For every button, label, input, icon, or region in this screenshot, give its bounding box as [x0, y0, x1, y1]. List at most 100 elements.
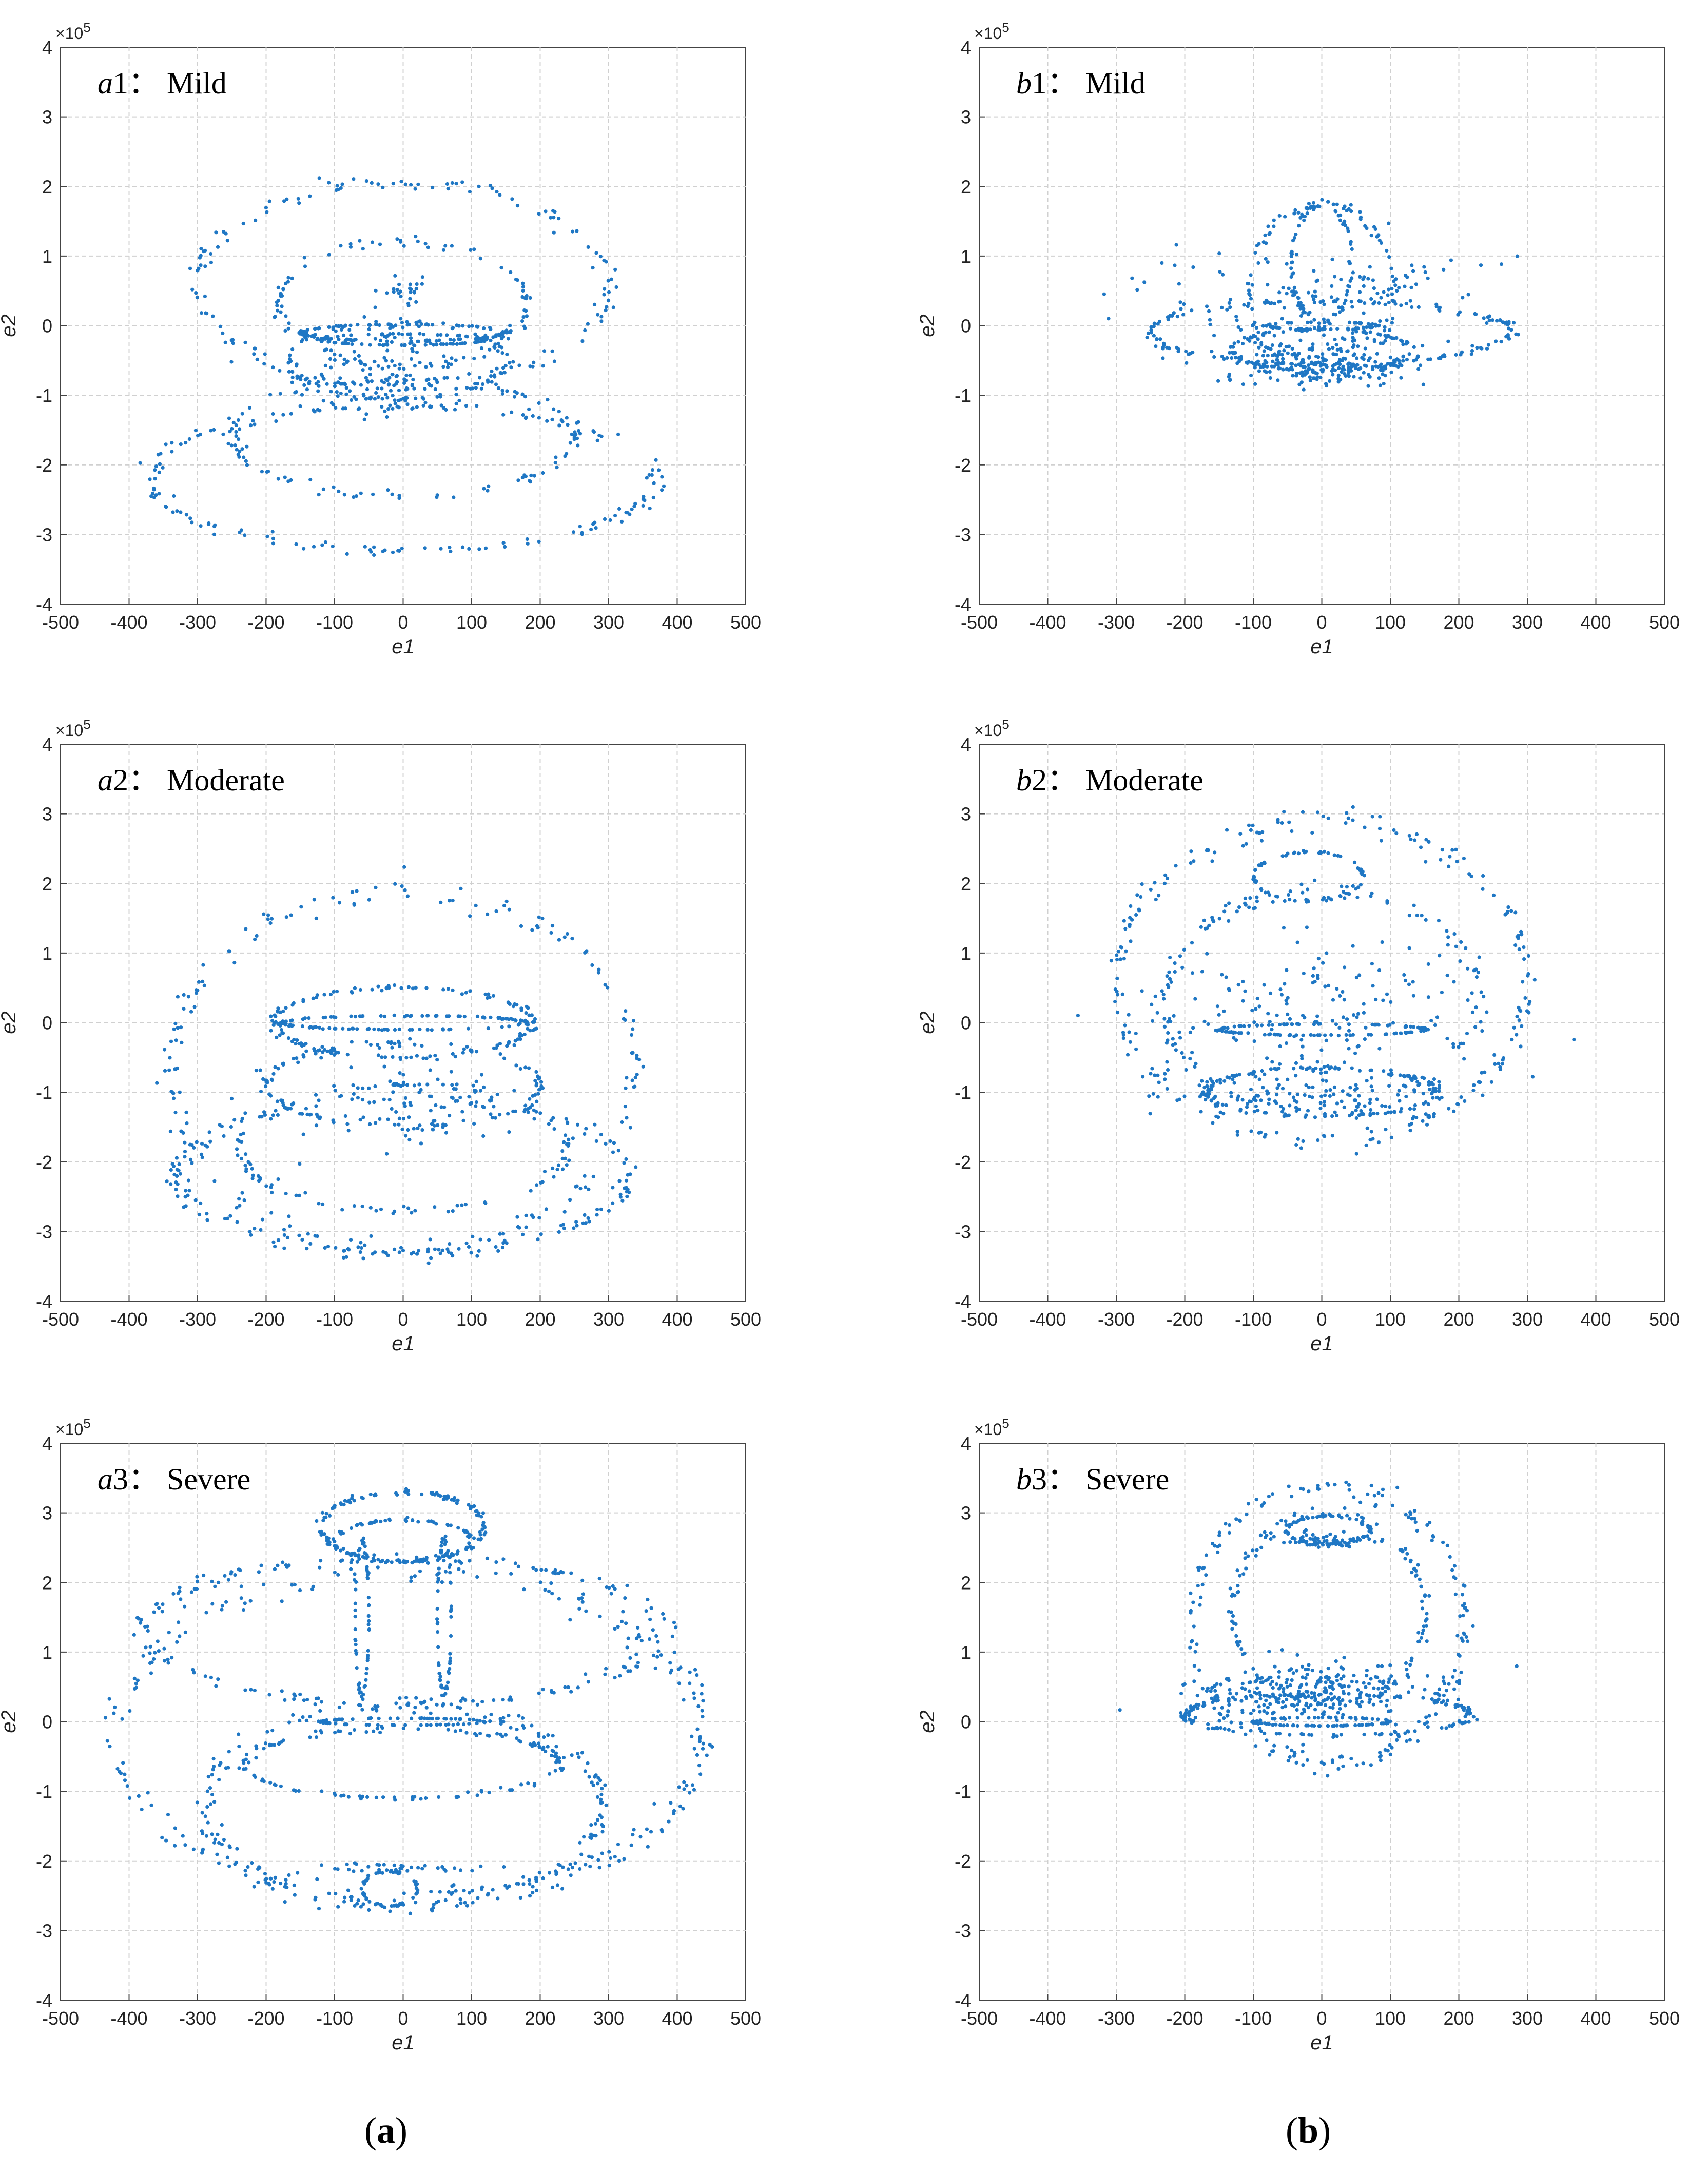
data-point: [1303, 1115, 1307, 1119]
data-point: [1329, 295, 1333, 299]
data-point: [1388, 355, 1392, 359]
data-point: [469, 248, 473, 252]
data-point: [1327, 320, 1331, 324]
data-point: [1286, 1077, 1290, 1081]
data-point: [1310, 1095, 1314, 1099]
data-point: [537, 1216, 541, 1220]
data-point: [407, 1028, 412, 1032]
data-point: [618, 1674, 622, 1678]
data-point: [597, 1577, 601, 1581]
data-point: [539, 1568, 544, 1572]
data-point: [536, 1732, 540, 1736]
data-point: [1258, 365, 1263, 369]
data-point: [237, 1732, 241, 1736]
data-point: [391, 182, 395, 186]
data-point: [181, 1131, 185, 1135]
data-point: [434, 339, 438, 343]
data-point: [1443, 354, 1447, 359]
data-point: [439, 900, 443, 904]
data-point: [1437, 1089, 1441, 1093]
data-point: [1282, 1107, 1286, 1111]
data-point: [425, 338, 429, 342]
data-point: [270, 1887, 275, 1891]
data-point: [1389, 1110, 1393, 1114]
data-point: [386, 1117, 390, 1121]
data-point: [555, 1871, 559, 1875]
data-point: [402, 377, 406, 381]
data-point: [368, 366, 373, 371]
data-point: [382, 334, 387, 338]
data-point: [1285, 968, 1289, 972]
data-point: [1363, 346, 1367, 351]
data-point: [1166, 1031, 1170, 1035]
data-point: [401, 1083, 405, 1087]
data-point: [411, 349, 415, 354]
y-axis-label: e2: [916, 1011, 939, 1034]
data-point: [454, 401, 458, 406]
data-point: [1388, 328, 1392, 332]
data-point: [1456, 1102, 1460, 1107]
y-tick-label: 1: [961, 246, 971, 267]
data-point: [264, 1184, 268, 1188]
data-point: [272, 1021, 276, 1025]
data-point: [1286, 1012, 1290, 1016]
data-point: [1168, 977, 1172, 981]
data-point: [1357, 973, 1362, 977]
data-point: [359, 1014, 363, 1018]
data-point: [472, 357, 476, 361]
data-point: [551, 1166, 555, 1170]
data-point: [233, 1573, 237, 1577]
data-point: [1421, 382, 1425, 386]
data-point: [203, 1814, 207, 1818]
data-point: [1191, 1026, 1195, 1030]
data-point: [632, 1828, 636, 1832]
data-point: [355, 1027, 359, 1031]
data-point: [469, 1251, 473, 1255]
data-point: [1152, 334, 1156, 338]
data-point: [542, 349, 547, 353]
data-point: [505, 352, 509, 357]
data-point: [1218, 270, 1222, 274]
data-point: [243, 1164, 247, 1168]
data-point: [1371, 367, 1375, 371]
data-point: [1232, 1036, 1236, 1040]
data-point: [1447, 864, 1451, 868]
data-point: [599, 1797, 603, 1801]
data-point: [593, 1122, 597, 1127]
data-point: [1506, 326, 1511, 331]
data-point: [1275, 1013, 1279, 1017]
data-point: [248, 1162, 253, 1167]
data-point: [374, 1493, 378, 1497]
data-point: [244, 1152, 248, 1156]
data-point: [442, 1555, 446, 1559]
data-point: [637, 1057, 642, 1061]
data-point: [352, 1728, 357, 1732]
data-point: [1278, 344, 1282, 348]
data-point: [1247, 1024, 1251, 1028]
data-point: [1485, 1010, 1489, 1014]
data-point: [270, 1019, 275, 1023]
data-point: [1389, 1073, 1393, 1077]
data-point: [212, 1765, 216, 1769]
data-point: [278, 392, 283, 396]
data-point: [1413, 1103, 1417, 1108]
data-point: [450, 1884, 454, 1888]
x-tick-label: -300: [179, 2008, 216, 2029]
data-point: [1340, 305, 1344, 309]
data-point: [1399, 338, 1403, 342]
data-point: [639, 1639, 644, 1643]
data-point: [416, 1727, 420, 1731]
data-point: [489, 374, 493, 378]
data-point: [258, 1068, 262, 1072]
data-point: [205, 1789, 209, 1793]
data-point: [356, 1898, 360, 1903]
data-point: [493, 1116, 498, 1120]
data-point: [427, 382, 431, 386]
data-point: [336, 394, 340, 398]
data-point: [1412, 1088, 1416, 1092]
data-point: [1331, 373, 1335, 377]
data-point: [1212, 334, 1216, 338]
data-point: [1358, 376, 1363, 380]
data-point: [701, 1699, 705, 1703]
data-point: [1451, 1042, 1455, 1046]
